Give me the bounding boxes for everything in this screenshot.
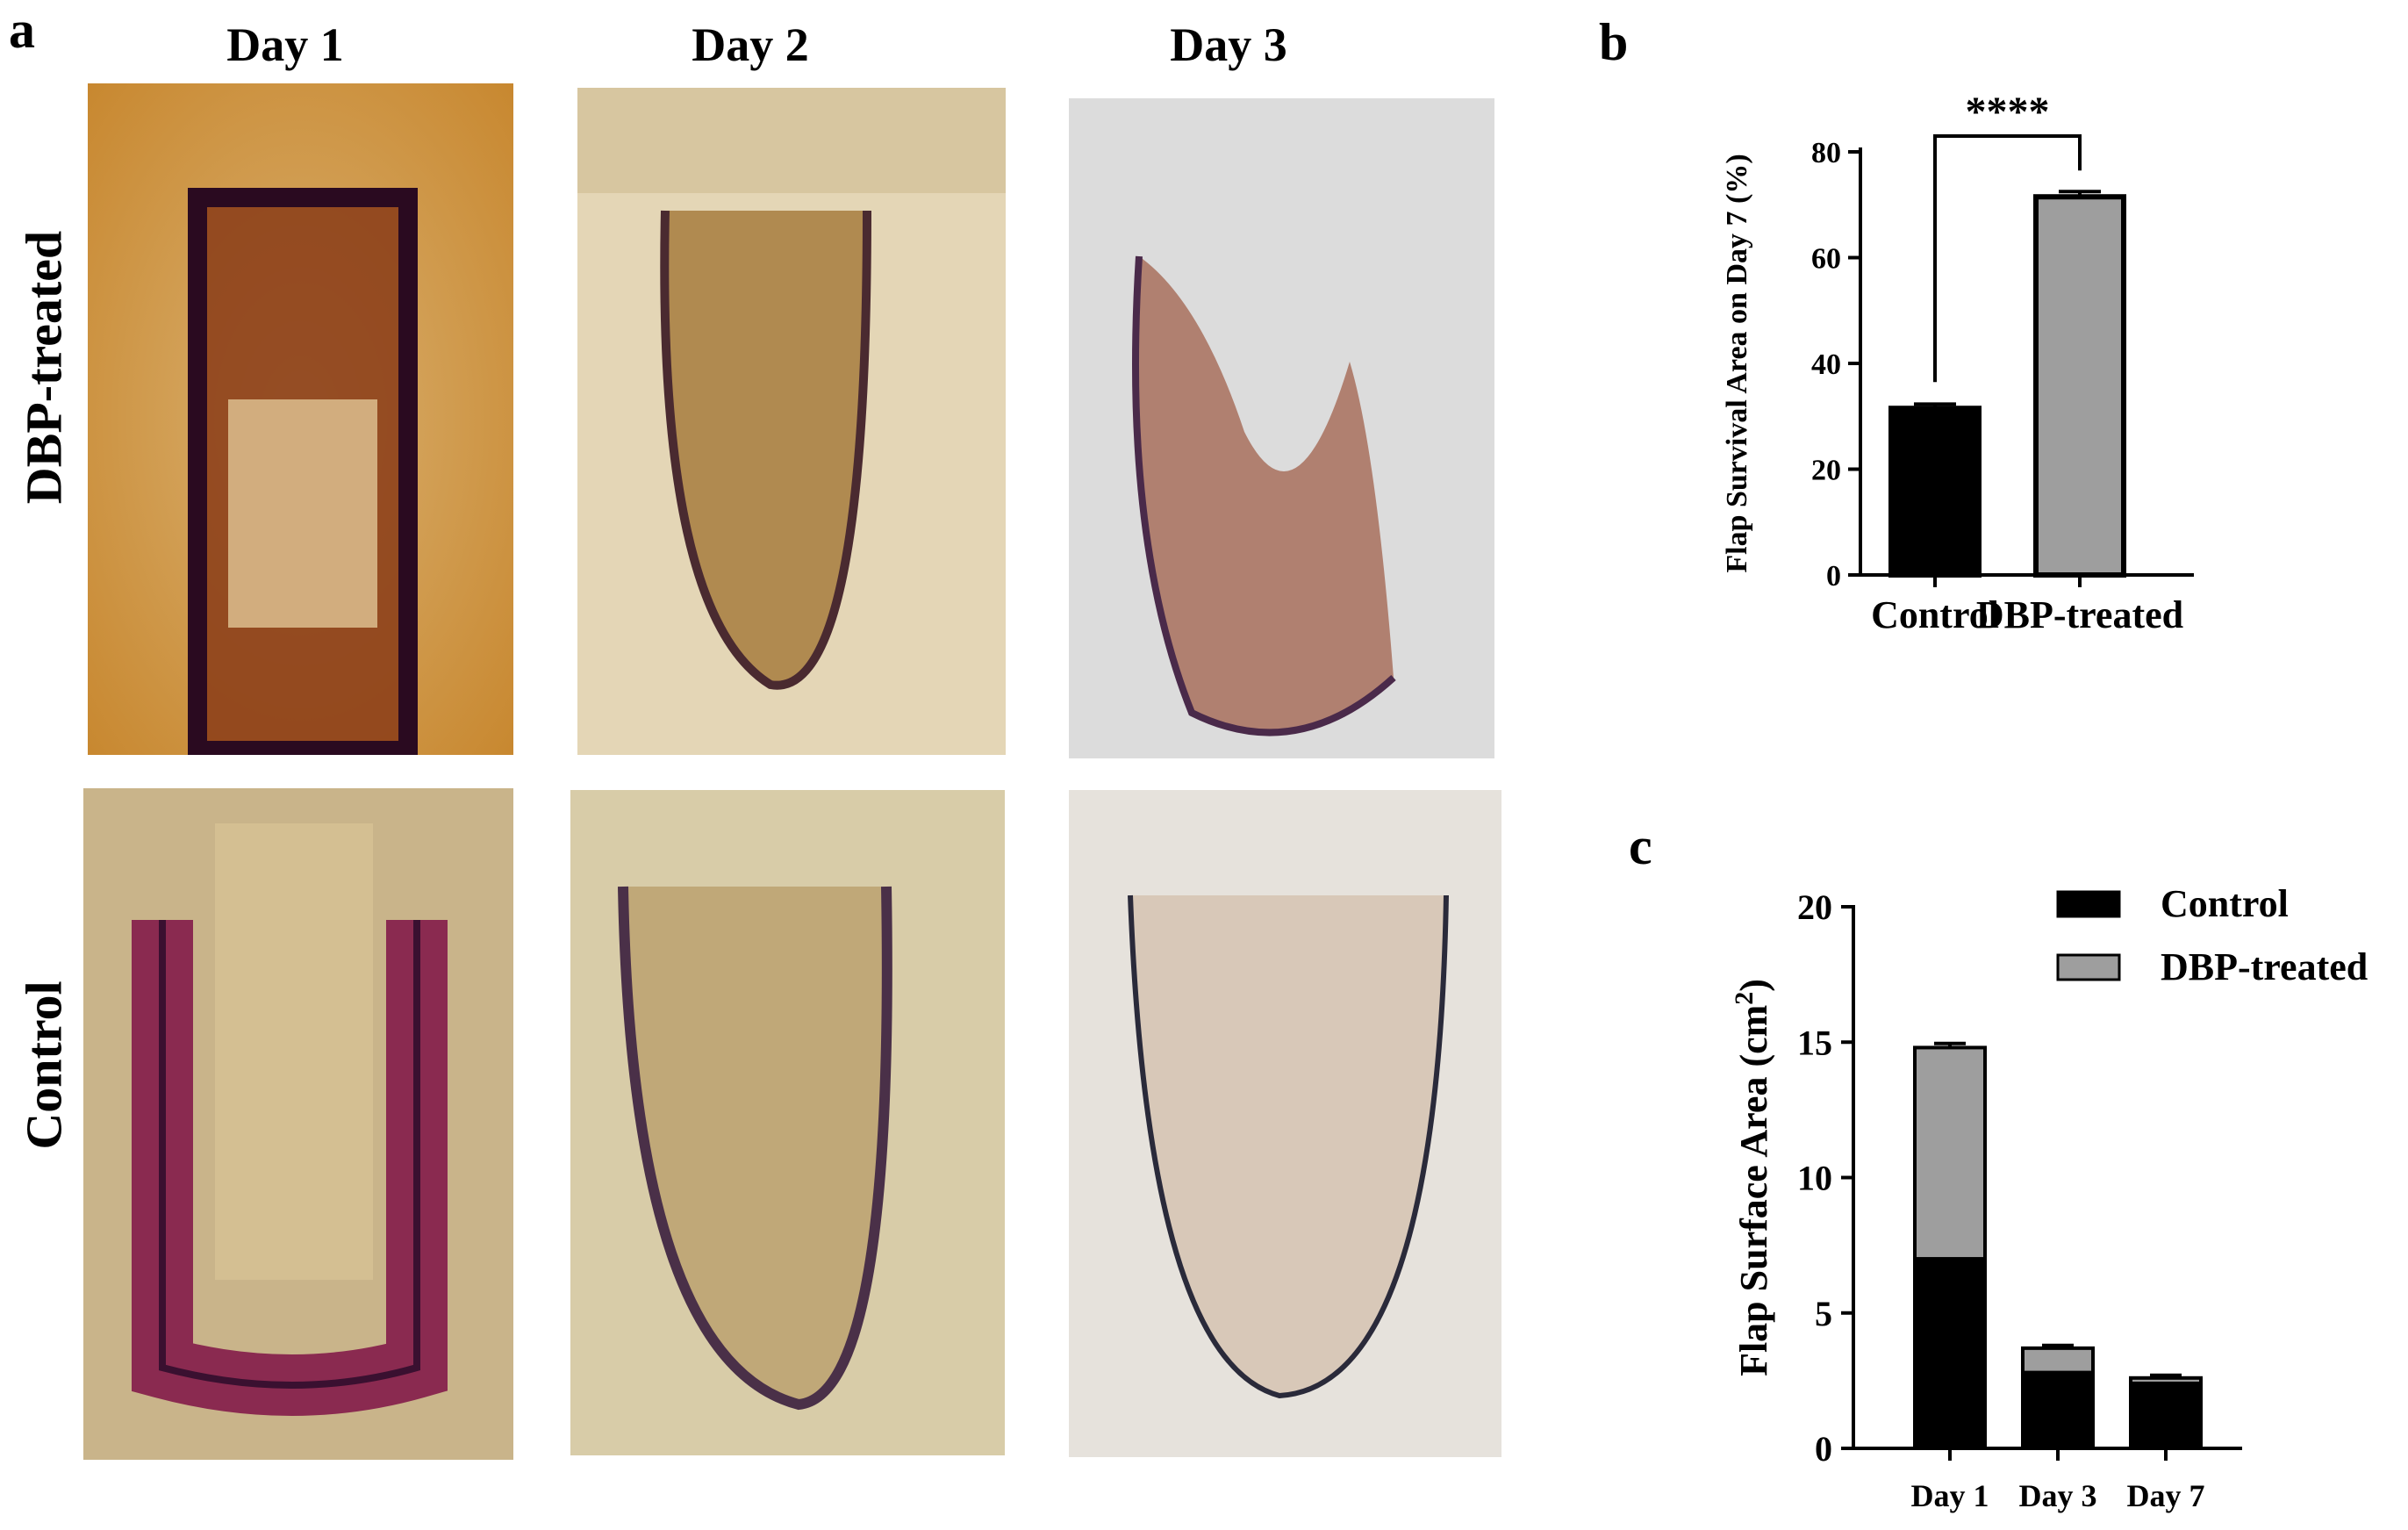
b-ylabel: Flap Survival Area on Day 7 (%): [1721, 154, 1753, 572]
day-1-heading: Day 1: [226, 18, 344, 71]
b-bar: [2033, 194, 2126, 578]
b-bar: [1888, 406, 1982, 578]
c-xtick-label: Day 1: [1911, 1478, 1989, 1513]
c-bar-segment: [2021, 1370, 2095, 1450]
c-legend-swatch: [2056, 953, 2121, 981]
b-significance-label: ****: [1966, 89, 2050, 135]
day-2-heading: Day 2: [692, 18, 809, 71]
b-ytick-label: 20: [1811, 455, 1841, 487]
day-3-heading: Day 3: [1170, 18, 1287, 71]
b-ytick-label: 0: [1826, 560, 1841, 593]
c-ytick-label: 20: [1797, 887, 1832, 927]
c-ytick-label: 15: [1797, 1023, 1832, 1062]
photo-dbp-day3: [1069, 98, 1494, 758]
photo-dbp-day2: [577, 88, 1006, 755]
b-ytick-label: 40: [1811, 348, 1841, 381]
row-label-control: Control: [15, 980, 73, 1150]
c-bar-segment: [1913, 1257, 1987, 1450]
c-legend-label: DBP-treated: [2161, 945, 2368, 988]
b-significance-bracket: [1933, 134, 2082, 383]
c-bar-segment: [2129, 1376, 2203, 1385]
c-xtick-label: Day 7: [2127, 1478, 2205, 1513]
b-xtick-label: DBP-treated: [1976, 593, 2183, 636]
c-bar-segment: [2129, 1381, 2203, 1451]
c-xtick-label: Day 3: [2019, 1478, 2097, 1513]
panel-b-letter: b: [1599, 13, 1629, 71]
row-label-dbp-treated: DBP-treated: [15, 230, 73, 505]
panel-a-letter: a: [9, 1, 35, 59]
c-ytick-label: 5: [1815, 1294, 1832, 1333]
b-ytick-label: 60: [1811, 243, 1841, 276]
panel-c-letter: c: [1629, 817, 1652, 875]
c-ytick-label: 0: [1815, 1429, 1832, 1469]
c-bar-segment: [1913, 1045, 1987, 1261]
b-ytick-label: 80: [1811, 137, 1841, 169]
b-xtick-label: Control: [1871, 593, 1999, 636]
c-ytick-label: 10: [1797, 1159, 1832, 1198]
photo-control-day1: [83, 788, 513, 1460]
c-legend-swatch: [2056, 890, 2121, 918]
c-legend-label: Control: [2161, 882, 2289, 925]
chart-c: 0 5 10 15 20 Day 1 Day 3 Day 7 Control DBP-treate…: [1730, 882, 2369, 1513]
c-ylabel: Flap Surface Area (cm2): [1730, 979, 1776, 1376]
photo-control-day2: [570, 790, 1005, 1455]
photo-control-day3: [1069, 790, 1501, 1457]
photo-dbp-day1: [88, 83, 513, 755]
c-bar-segment: [2021, 1346, 2095, 1375]
